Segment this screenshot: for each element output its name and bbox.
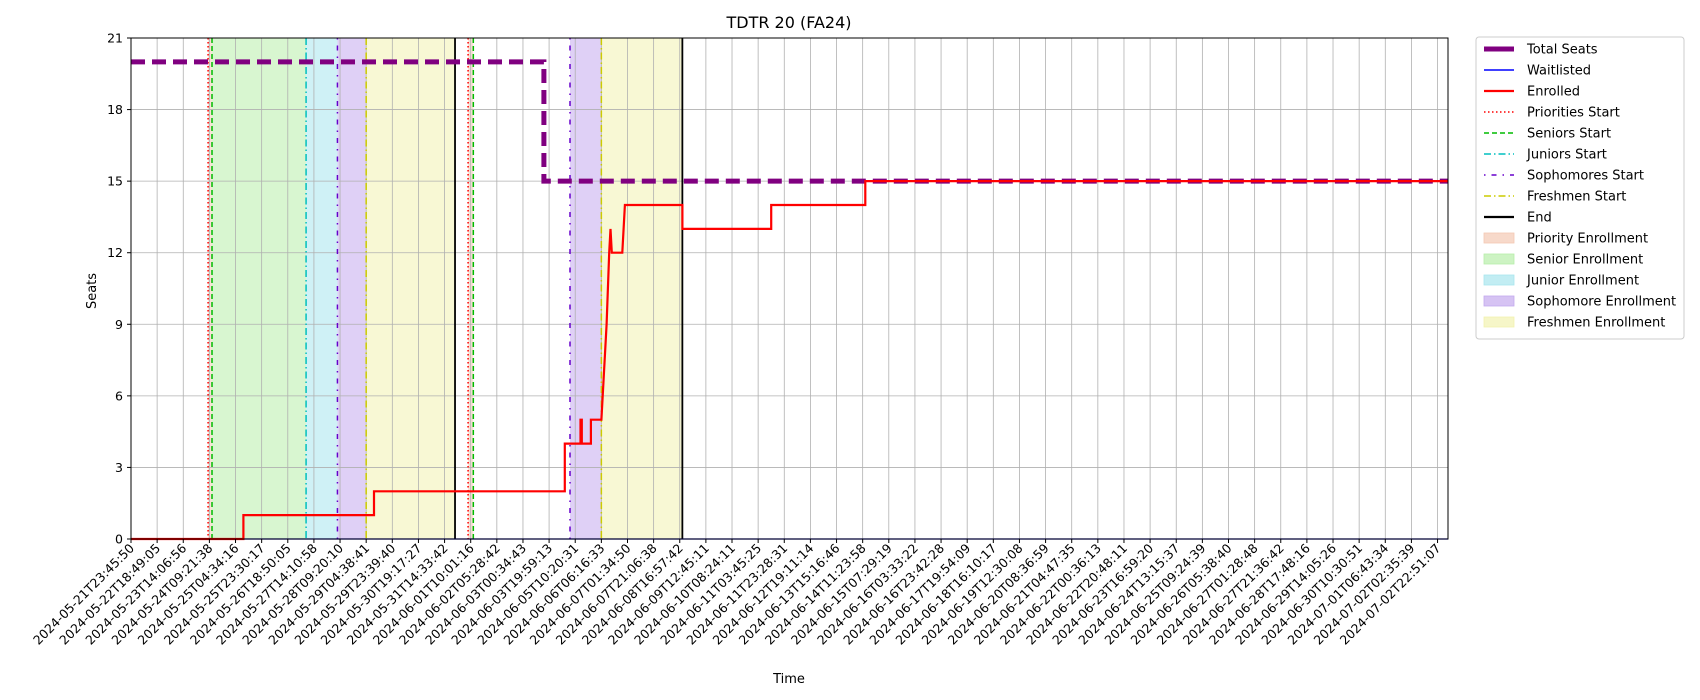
legend-swatch-11 [1483, 274, 1515, 286]
legend-label-11: Junior Enrollment [1526, 274, 1639, 289]
legend-label-8: End [1527, 211, 1552, 226]
region-3-0 [337, 38, 367, 539]
ytick-label-5: 15 [107, 174, 123, 189]
legend-box [1475, 36, 1685, 340]
legend-swatch-10 [1483, 253, 1515, 265]
region-0-0 [208, 38, 213, 539]
region-1-0 [212, 38, 307, 539]
region-4-0 [366, 38, 456, 539]
region-4-1 [601, 38, 683, 539]
x-axis-label: Time [772, 672, 805, 687]
ytick-label-1: 3 [115, 460, 123, 475]
legend-label-6: Sophomores Start [1527, 169, 1644, 184]
region-3-1 [570, 38, 602, 539]
series-2 [131, 180, 1448, 541]
legend-label-10: Senior Enrollment [1527, 253, 1643, 268]
ytick-label-7: 21 [107, 31, 123, 46]
series-0 [131, 59, 1448, 184]
plot-frame [130, 37, 1449, 540]
phase-markers [207, 38, 684, 539]
region-2-0 [306, 38, 338, 539]
legend-label-2: Enrolled [1527, 85, 1580, 100]
legend-label-7: Freshmen Start [1527, 190, 1626, 205]
y-ticks: 0 3 6 9 12 15 18 21 [107, 31, 131, 547]
x-ticks: 2024-05-21T23:45:502024-05-22T18:49:0520… [30, 539, 1444, 648]
ytick-label-0: 0 [115, 532, 123, 547]
legend-label-5: Juniors Start [1526, 148, 1607, 163]
ytick-label-4: 12 [107, 245, 123, 260]
legend-swatch-12 [1483, 295, 1515, 307]
y-axis-label: Seats [85, 273, 100, 309]
enrollment-regions [208, 38, 683, 539]
ytick-label-3: 9 [115, 317, 123, 332]
legend-swatch-9 [1483, 232, 1515, 244]
legend-label-3: Priorities Start [1527, 106, 1620, 121]
legend-label-13: Freshmen Enrollment [1527, 316, 1665, 331]
grid [130, 37, 1448, 540]
ytick-label-2: 6 [115, 388, 123, 403]
legend-label-9: Priority Enrollment [1527, 232, 1648, 247]
legend-label-4: Seniors Start [1527, 127, 1611, 142]
ytick-label-6: 18 [107, 102, 123, 117]
chart-title: TDTR 20 (FA24) [725, 13, 851, 32]
legend: Total Seats Waitlisted Enrolled Priorities … [1475, 36, 1685, 340]
legend-swatch-13 [1483, 316, 1515, 328]
legend-label-12: Sophomore Enrollment [1527, 295, 1676, 310]
legend-label-1: Waitlisted [1527, 64, 1591, 79]
legend-label-0: Total Seats [1526, 43, 1598, 58]
